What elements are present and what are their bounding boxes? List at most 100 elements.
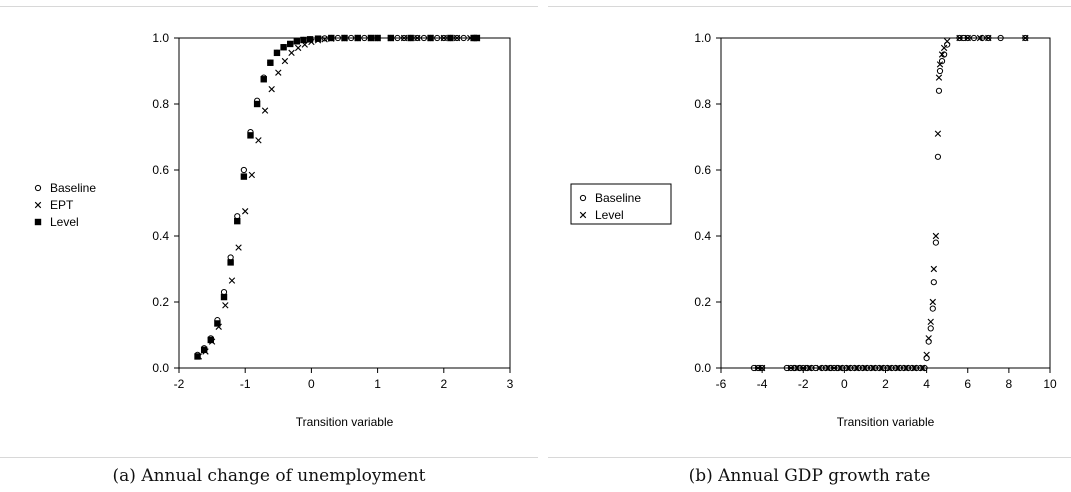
data-point-level	[824, 364, 832, 372]
data-point-ept	[414, 34, 421, 42]
data-point-level	[923, 351, 930, 358]
data-point-ept	[281, 57, 289, 65]
data-point-level	[878, 364, 885, 372]
x-tick-label: 2	[882, 377, 889, 391]
y-tick-label: 0.8	[694, 97, 711, 111]
data-point-level	[929, 298, 936, 306]
data-point-baseline	[321, 35, 328, 42]
legend-box	[570, 183, 672, 225]
caption-a: (a) Annual change of unemployment	[112, 466, 426, 486]
data-point-level	[314, 35, 322, 42]
legend-label-ept: EPT	[50, 198, 74, 212]
legend-label-level: Level	[50, 215, 79, 229]
data-point-level	[934, 130, 942, 137]
x-tick-label: 3	[507, 377, 514, 391]
data-point-level	[447, 34, 454, 42]
data-point-level	[267, 59, 274, 66]
data-point-level	[260, 76, 267, 83]
plot-frame-1	[720, 37, 1051, 369]
data-point-level	[886, 364, 893, 372]
data-point-baseline	[240, 166, 247, 174]
data-point-ept	[321, 36, 328, 43]
data-point-baseline	[400, 34, 408, 42]
data-point-ept	[255, 137, 262, 144]
data-point-baseline	[787, 364, 795, 372]
data-point-baseline	[420, 34, 428, 42]
data-point-level	[240, 173, 248, 180]
data-point-baseline	[348, 34, 355, 42]
x-tick-label: 4	[923, 377, 930, 391]
bottom-rule-right	[548, 457, 1071, 458]
y-tick-label: 0.8	[152, 97, 169, 111]
data-point-level	[935, 74, 943, 81]
data-point-baseline	[930, 279, 937, 286]
legend-label-baseline: Baseline	[595, 191, 641, 205]
data-point-level	[930, 265, 938, 273]
data-point-baseline	[830, 364, 838, 372]
data-point-baseline	[754, 364, 762, 372]
x-tick-label: 1	[374, 377, 381, 391]
data-point-level	[227, 259, 234, 266]
y-tick-label: 0.6	[152, 163, 169, 177]
y-tick-label: 0.4	[152, 229, 169, 243]
data-point-level	[234, 217, 241, 225]
legend-marker-level	[579, 211, 587, 219]
data-point-level	[306, 36, 314, 43]
data-point-level	[936, 61, 944, 68]
x-tick-label: -1	[240, 377, 251, 391]
data-point-baseline	[750, 364, 758, 372]
data-point-level	[253, 100, 261, 108]
data-point-level	[427, 34, 434, 42]
data-point-level	[220, 293, 228, 301]
y-tick-label: 0.4	[694, 229, 711, 243]
data-point-baseline	[361, 34, 368, 42]
legend-marker-ept	[34, 201, 42, 209]
data-point-level	[800, 364, 807, 372]
data-point-ept	[440, 34, 447, 42]
y-tick-label: 1.0	[152, 31, 169, 45]
x-axis-title: Transition variable	[296, 415, 394, 429]
data-point-baseline	[956, 34, 963, 42]
y-tick-label: 0.6	[694, 163, 711, 177]
data-point-level	[940, 44, 948, 52]
data-point-baseline	[935, 87, 943, 94]
data-point-level	[956, 34, 963, 42]
top-rule-left	[0, 6, 538, 7]
data-point-level	[869, 364, 877, 372]
data-point-level	[328, 34, 335, 42]
bottom-rule-left	[0, 457, 538, 458]
data-point-level	[845, 364, 852, 372]
data-point-ept	[268, 85, 275, 93]
data-point-baseline	[927, 325, 934, 332]
x-tick-label: 8	[1006, 377, 1013, 391]
x-axis-title: Transition variable	[837, 415, 935, 429]
top-rule-right	[548, 6, 1071, 7]
data-point-level	[300, 36, 307, 44]
data-point-level	[793, 364, 801, 372]
data-point-baseline	[932, 239, 939, 246]
data-point-level	[341, 34, 348, 42]
data-point-level	[806, 364, 813, 372]
legend-label-level: Level	[595, 208, 624, 222]
data-point-level	[280, 44, 287, 51]
x-tick-label: -2	[174, 377, 185, 391]
data-point-level	[200, 346, 208, 354]
x-tick-label: -4	[757, 377, 768, 391]
data-point-level	[985, 34, 992, 42]
data-point-level	[273, 49, 281, 57]
data-point-level	[387, 34, 395, 42]
data-point-baseline	[783, 364, 790, 372]
data-point-baseline	[394, 34, 401, 42]
caption-b: (b) Annual GDP growth rate	[688, 466, 931, 486]
y-tick-label: 0.2	[152, 295, 169, 309]
x-tick-label: 2	[440, 377, 447, 391]
data-point-level	[354, 34, 361, 42]
legend-marker-baseline	[579, 194, 587, 202]
data-point-level	[247, 132, 254, 139]
data-point-level	[837, 364, 844, 372]
data-point-level	[943, 38, 951, 45]
data-point-baseline	[812, 364, 819, 372]
y-tick-label: 0.2	[694, 295, 711, 309]
data-point-level	[830, 364, 838, 372]
data-point-baseline	[460, 34, 467, 42]
